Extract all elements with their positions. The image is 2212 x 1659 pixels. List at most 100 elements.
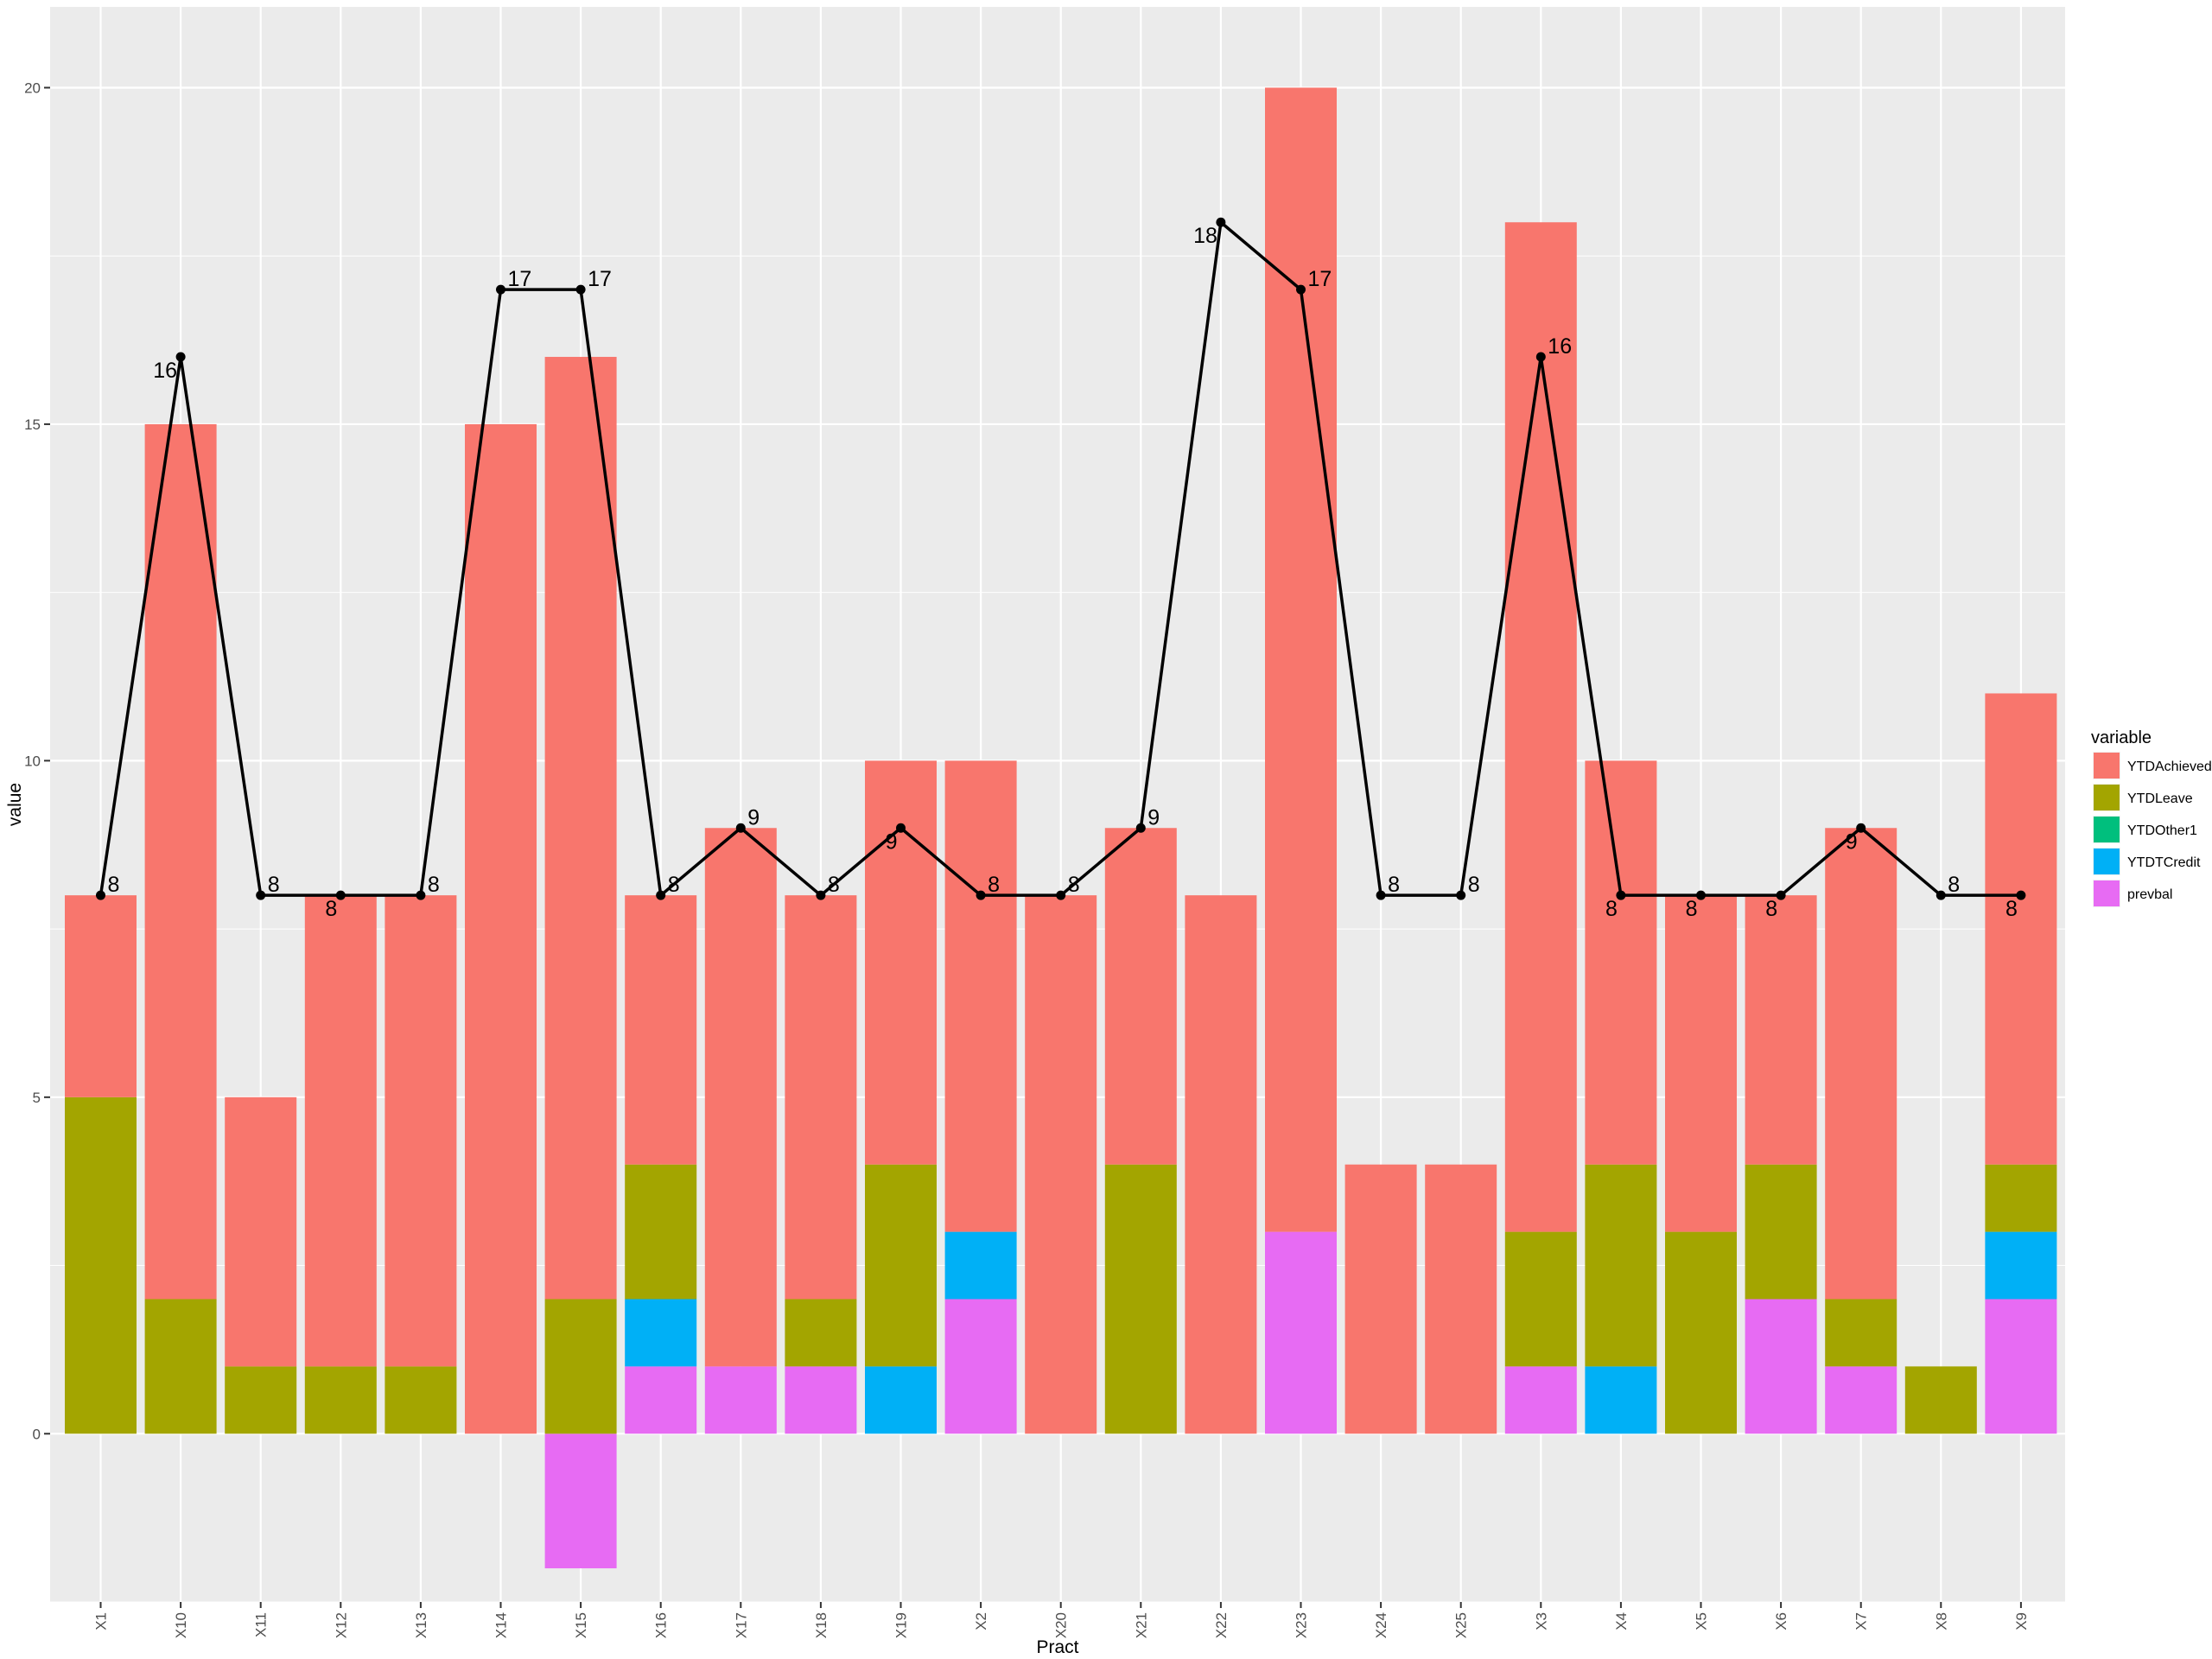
bar-YTDLeave-X9 — [1985, 1164, 2057, 1232]
line-label-X3: 16 — [1548, 334, 1572, 359]
x-tick-label: X3 — [1533, 1612, 1549, 1630]
line-label-X2: 8 — [988, 873, 1000, 897]
x-tick-label: X24 — [1373, 1612, 1389, 1638]
line-point-X13 — [416, 890, 426, 900]
line-point-X6 — [1776, 890, 1786, 900]
line-label-X4: 8 — [1605, 897, 1618, 921]
bar-YTDAchieved-X6 — [1745, 895, 1817, 1165]
x-tick-label: X12 — [333, 1612, 349, 1638]
bar-YTDAchieved-X22 — [1185, 895, 1257, 1434]
bar-YTDAchieved-X9 — [1985, 693, 2057, 1165]
line-label-X19: 9 — [886, 830, 898, 854]
bar-prevbal-X9 — [1985, 1299, 2057, 1434]
x-tick-label: X19 — [893, 1612, 910, 1638]
bar-YTDAchieved-X25 — [1425, 1164, 1497, 1434]
bar-YTDAchieved-X4 — [1585, 760, 1657, 1165]
line-label-X6: 8 — [1765, 897, 1777, 921]
line-point-X11 — [256, 890, 266, 900]
bar-YTDTCredit-X4 — [1585, 1366, 1657, 1434]
bar-prevbal-X3 — [1504, 1366, 1577, 1434]
legend-swatch-YTDAchieved — [2094, 753, 2120, 779]
line-point-X20 — [1056, 890, 1066, 900]
line-label-X12: 8 — [325, 897, 337, 921]
line-label-X23: 17 — [1308, 267, 1332, 291]
x-tick-label: X10 — [173, 1612, 189, 1638]
x-tick-label: X7 — [1853, 1612, 1870, 1630]
x-tick-label: X20 — [1053, 1612, 1070, 1638]
line-point-X14 — [496, 284, 505, 295]
bar-YTDTCredit-X19 — [865, 1366, 937, 1434]
line-label-X10: 16 — [153, 359, 177, 383]
bar-YTDAchieved-X23 — [1265, 87, 1337, 1232]
y-tick-label: 5 — [33, 1090, 41, 1106]
line-point-X12 — [335, 890, 346, 900]
bar-YTDAchieved-X20 — [1025, 895, 1097, 1434]
line-point-X19 — [896, 823, 906, 833]
bar-YTDAchieved-X17 — [704, 828, 777, 1367]
bar-YTDLeave-X19 — [865, 1164, 937, 1367]
x-tick-label: X16 — [653, 1612, 670, 1638]
line-label-X5: 8 — [1686, 897, 1698, 921]
bar-YTDLeave-X3 — [1504, 1231, 1577, 1367]
bars — [65, 87, 2057, 1569]
line-label-X15: 17 — [588, 267, 612, 291]
x-tick-label: X4 — [1613, 1612, 1630, 1630]
legend-swatch-YTDTCredit — [2094, 849, 2120, 874]
bar-YTDAchieved-X15 — [544, 357, 617, 1300]
x-tick-label: X25 — [1453, 1612, 1470, 1638]
x-tick-label: X11 — [253, 1612, 270, 1637]
bar-YTDAchieved-X24 — [1344, 1164, 1417, 1434]
x-tick-label: X15 — [573, 1612, 589, 1638]
bar-prevbal-X17 — [704, 1366, 777, 1434]
y-axis-title: value — [5, 783, 25, 826]
line-point-X16 — [656, 890, 666, 900]
bar-YTDTCredit-X2 — [944, 1231, 1017, 1300]
x-tick-label: X9 — [2013, 1612, 2030, 1630]
bar-YTDTCredit-X16 — [625, 1299, 697, 1367]
line-point-X2 — [976, 890, 986, 900]
line-label-X25: 8 — [1468, 873, 1480, 897]
bar-YTDLeave-X7 — [1825, 1299, 1897, 1367]
legend-swatch-YTDLeave — [2094, 785, 2120, 810]
x-tick-label: X8 — [1933, 1612, 1949, 1630]
x-axis-title: Pract — [1036, 1637, 1078, 1657]
bar-YTDLeave-X15 — [544, 1299, 617, 1434]
bar-YTDLeave-X12 — [304, 1366, 377, 1434]
legend-title: variable — [2091, 728, 2152, 747]
line-point-X7 — [1856, 823, 1866, 833]
bar-prevbal-X7 — [1825, 1366, 1897, 1434]
line-label-X16: 8 — [668, 873, 680, 897]
line-point-X21 — [1135, 823, 1146, 833]
x-tick-label: X5 — [1694, 1612, 1710, 1630]
bar-YTDAchieved-X21 — [1104, 828, 1177, 1165]
line-point-X15 — [575, 284, 586, 295]
total-line — [96, 217, 2026, 900]
legend-label-YTDTCredit: YTDTCredit — [2127, 855, 2201, 870]
line-point-X24 — [1376, 890, 1386, 900]
x-tick-label: X23 — [1294, 1612, 1310, 1638]
line-point-X4 — [1616, 890, 1626, 900]
legend-label-YTDOther1: YTDOther1 — [2127, 823, 2197, 838]
bar-prevbal-X16 — [625, 1366, 697, 1434]
bar-prevbal-X15 — [544, 1433, 617, 1569]
bar-YTDAchieved-X16 — [625, 895, 697, 1165]
line-point-X10 — [175, 352, 186, 362]
line-label-X21: 9 — [1147, 805, 1160, 830]
line-label-X24: 8 — [1388, 873, 1400, 897]
line-label-X8: 8 — [1948, 873, 1960, 897]
y-tick-label: 0 — [33, 1426, 41, 1442]
bar-prevbal-X18 — [785, 1366, 857, 1434]
bar-YTDAchieved-X11 — [225, 1096, 297, 1367]
y-tick-label: 15 — [24, 416, 41, 433]
bar-YTDLeave-X5 — [1665, 1231, 1737, 1434]
line-label-X13: 8 — [428, 873, 440, 897]
bar-YTDLeave-X4 — [1585, 1164, 1657, 1367]
bar-YTDAchieved-X12 — [304, 895, 377, 1367]
legend-label-YTDAchieved: YTDAchieved — [2127, 760, 2212, 774]
x-tick-label: X18 — [813, 1612, 830, 1638]
line-point-X18 — [816, 890, 826, 900]
legend-swatch-YTDOther1 — [2094, 817, 2120, 842]
bar-YTDLeave-X18 — [785, 1299, 857, 1367]
legend-label-YTDLeave: YTDLeave — [2127, 791, 2193, 806]
